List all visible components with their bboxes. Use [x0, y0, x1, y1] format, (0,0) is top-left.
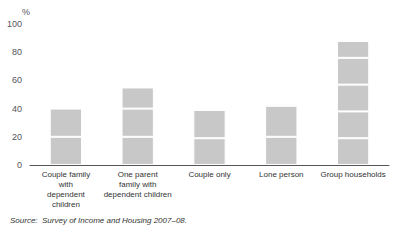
- svg-text:One parent: One parent: [118, 170, 159, 179]
- svg-text:dependent: dependent: [47, 190, 86, 199]
- svg-text:100: 100: [7, 19, 22, 29]
- svg-text:dependent children: dependent children: [104, 190, 172, 199]
- svg-text:%: %: [22, 7, 30, 17]
- svg-text:children: children: [52, 200, 80, 209]
- svg-text:Group households: Group households: [320, 170, 385, 179]
- svg-text:20: 20: [12, 132, 22, 142]
- svg-text:40: 40: [12, 104, 22, 114]
- svg-text:Couple family: Couple family: [42, 170, 90, 179]
- svg-text:Source: Survey of Income and: Source: Survey of Income and Housing 200…: [10, 216, 187, 225]
- svg-text:with: with: [58, 180, 73, 189]
- svg-text:60: 60: [12, 75, 22, 85]
- svg-text:80: 80: [12, 47, 22, 57]
- svg-text:Lone person: Lone person: [259, 170, 303, 179]
- svg-text:Couple only: Couple only: [188, 170, 230, 179]
- svg-text:family with: family with: [119, 180, 156, 189]
- svg-text:0: 0: [17, 160, 22, 170]
